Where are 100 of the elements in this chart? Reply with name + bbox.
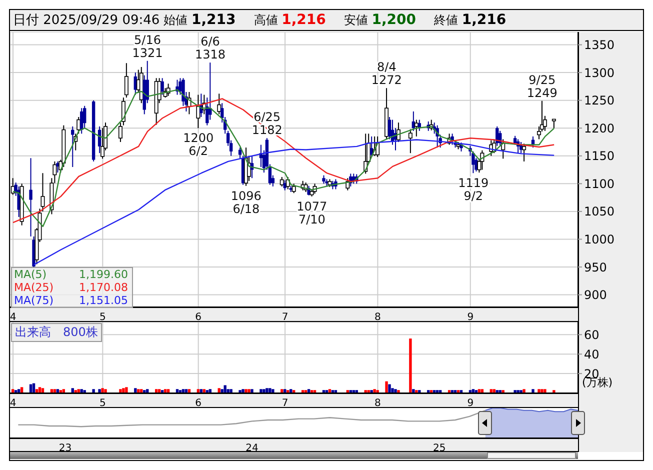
text: MA(5) 1,199.60 bbox=[14, 268, 128, 281]
bar bbox=[242, 389, 244, 393]
bar bbox=[394, 389, 397, 393]
x-tick-label: 24 bbox=[246, 443, 258, 454]
annotation: 8/4 1272 bbox=[371, 60, 402, 88]
y-tick-label: 1000 bbox=[584, 232, 615, 246]
bar bbox=[125, 387, 128, 393]
bar bbox=[418, 390, 421, 393]
x-tick-label: 9 bbox=[467, 312, 474, 324]
annotation: 1119 9/2 bbox=[458, 176, 489, 204]
candlestick bbox=[522, 143, 526, 162]
bar bbox=[226, 389, 230, 393]
x-tick-label: 8 bbox=[374, 312, 381, 324]
y-tick-label: 60 bbox=[584, 328, 600, 342]
bar bbox=[538, 389, 540, 393]
text: 高値 1,216 bbox=[254, 12, 326, 28]
y-tick-label: 950 bbox=[584, 260, 607, 274]
annotation: 1077 7/10 bbox=[296, 199, 328, 226]
text: 始値 1,213 bbox=[164, 12, 236, 28]
annotation: 1096 6/18 bbox=[230, 188, 262, 216]
candlestick bbox=[71, 126, 74, 168]
candlestick bbox=[280, 176, 284, 187]
text: MA(75) 1,151.05 bbox=[14, 294, 128, 307]
x-tick-label: 25 bbox=[432, 443, 446, 454]
text: MA(25) 1,170.08 bbox=[14, 281, 128, 294]
bar bbox=[98, 389, 101, 393]
y-tick-label: 1150 bbox=[584, 149, 615, 164]
bar bbox=[101, 388, 104, 393]
annotation: 9/25 1249 bbox=[526, 72, 558, 100]
bar bbox=[268, 388, 272, 393]
chart-title: 日付 2025/09/29 09:46 bbox=[13, 12, 160, 29]
bar bbox=[266, 388, 268, 393]
bar bbox=[373, 389, 376, 393]
candlestick bbox=[480, 150, 484, 170]
candlestick bbox=[160, 78, 164, 96]
y-tick-label: 1300 bbox=[584, 66, 615, 80]
bar bbox=[104, 389, 107, 393]
bar bbox=[397, 390, 400, 393]
x-tick-label: 23 bbox=[58, 443, 72, 454]
bar bbox=[134, 388, 137, 393]
candlestick bbox=[217, 93, 222, 115]
candlestick bbox=[40, 172, 45, 212]
x-tick-label: 4 bbox=[10, 398, 16, 410]
annotation: 1200 6/2 bbox=[183, 131, 214, 158]
candlestick bbox=[408, 128, 412, 154]
candlestick bbox=[121, 97, 126, 126]
bar bbox=[409, 338, 412, 393]
annotation: 5/16 1321 bbox=[132, 32, 163, 60]
bar bbox=[119, 389, 122, 393]
bar bbox=[92, 389, 95, 393]
annotation: 6/6 1318 bbox=[195, 34, 226, 62]
x-tick-label: 7 bbox=[282, 312, 288, 324]
x-tick-label: 5 bbox=[99, 398, 106, 410]
x-tick-label: 6 bbox=[195, 312, 202, 324]
bar bbox=[412, 389, 415, 393]
y-tick-label: 1050 bbox=[584, 204, 615, 219]
bar bbox=[230, 389, 232, 393]
candlestick bbox=[118, 122, 122, 142]
bar bbox=[367, 390, 370, 393]
bar bbox=[29, 384, 32, 393]
text: 安値 1,200 bbox=[344, 12, 416, 28]
x-tick-label: 5 bbox=[99, 312, 106, 324]
candlestick bbox=[124, 62, 128, 98]
bar bbox=[514, 390, 516, 393]
bar bbox=[238, 390, 242, 393]
bar bbox=[376, 390, 379, 393]
bar bbox=[248, 389, 250, 393]
candlestick bbox=[196, 94, 200, 129]
bar bbox=[83, 390, 86, 393]
bar bbox=[520, 390, 522, 393]
bar bbox=[262, 389, 266, 393]
bar bbox=[122, 388, 125, 393]
x-tick-label: 7 bbox=[282, 398, 288, 410]
candlestick bbox=[292, 183, 296, 194]
x-tick-label: 6 bbox=[195, 398, 202, 410]
bar bbox=[415, 390, 418, 393]
y-tick-label: 900 bbox=[584, 288, 607, 302]
text: 終値 1,216 bbox=[434, 12, 506, 28]
bar bbox=[272, 389, 274, 393]
candlestick bbox=[414, 119, 418, 137]
y-tick-label: 40 bbox=[584, 347, 600, 362]
bar bbox=[388, 384, 391, 393]
bar bbox=[552, 390, 556, 393]
y-tick-label: 1250 bbox=[584, 94, 615, 108]
bar bbox=[391, 388, 394, 393]
bar bbox=[224, 385, 226, 393]
bar bbox=[244, 389, 248, 393]
bar bbox=[385, 381, 388, 393]
bar bbox=[544, 389, 546, 393]
candlestick bbox=[80, 108, 84, 134]
x-tick-label: 4 bbox=[10, 312, 16, 324]
bar bbox=[532, 389, 534, 393]
candlestick bbox=[238, 147, 242, 160]
y-tick-label: 1350 bbox=[584, 38, 615, 52]
x-tick-label: 9 bbox=[467, 398, 474, 410]
candlestick bbox=[29, 158, 32, 237]
y-tick-label: 1100 bbox=[584, 176, 615, 191]
y-tick-label: 1200 bbox=[584, 121, 615, 136]
bar bbox=[370, 390, 373, 393]
x-tick-label: 8 bbox=[374, 398, 381, 410]
